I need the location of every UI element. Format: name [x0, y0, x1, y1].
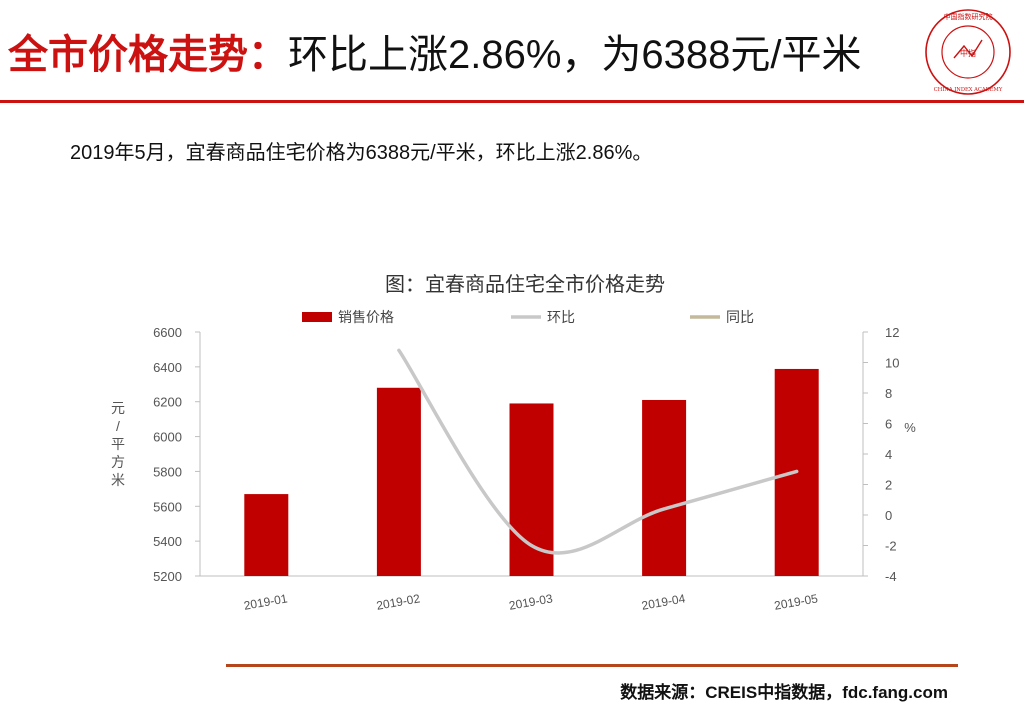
- logo-bottom-text: CHINA INDEX ACADEMY: [934, 87, 1003, 93]
- logo-center-text: 中指: [960, 48, 976, 58]
- bar: [376, 387, 421, 576]
- y-left-tick-label: 6400: [153, 360, 182, 375]
- footer-divider: [226, 664, 958, 667]
- x-tick-label: 2019-04: [641, 591, 687, 612]
- page-title-topic: 全市价格走势：: [8, 33, 288, 77]
- y-right-tick-label: 4: [885, 447, 892, 462]
- y-right-tick-label: 12: [885, 325, 899, 340]
- chart-title: 图：宜春商品住宅全市价格走势: [385, 274, 665, 296]
- data-source: 数据来源：CREIS中指数据，fdc.fang.com: [620, 683, 948, 702]
- logo-top-text: 中国指数研究院: [944, 12, 993, 21]
- y-left-tick-label: 5800: [153, 464, 182, 479]
- bar: [642, 399, 687, 576]
- logo-trend-mark: [953, 39, 983, 59]
- logo-outer-ring: [925, 9, 1011, 95]
- china-index-academy-logo: 中国指数研究院 中指 CHINA INDEX ACADEMY: [925, 9, 1011, 95]
- y-left-axis-label: 元/平方米: [111, 400, 125, 488]
- y-right-tick-label: 2: [885, 478, 892, 493]
- y-left-tick-label: 6000: [153, 430, 182, 445]
- legend-label: 环比: [547, 309, 575, 325]
- x-tick-label: 2019-05: [773, 591, 819, 612]
- y-right-tick-label: 0: [885, 508, 892, 523]
- y-left-tick-label: 6600: [153, 325, 182, 340]
- y-right-tick-label: -4: [885, 569, 897, 584]
- logo-inner-ring: [941, 25, 995, 79]
- y-right-tick-label: 6: [885, 417, 892, 432]
- y-left-tick-label: 5200: [153, 569, 182, 584]
- legend-label: 同比: [726, 309, 754, 325]
- summary-text: 2019年5月，宜春商品住宅价格为6388元/平米，环比上涨2.86%。: [70, 142, 653, 164]
- page-title: 全市价格走势：环比上涨2.86%，为6388元/平米: [8, 22, 862, 80]
- bar: [244, 494, 289, 576]
- y-left-tick-label: 5600: [153, 499, 182, 514]
- y-left-tick-label: 6200: [153, 395, 182, 410]
- header-divider: [0, 100, 1024, 103]
- x-tick-label: 2019-03: [508, 591, 554, 612]
- y-right-tick-label: 8: [885, 386, 892, 401]
- y-left-tick-label: 5400: [153, 534, 182, 549]
- line-series-mom: [397, 348, 799, 555]
- y-right-tick-label: 10: [885, 356, 899, 371]
- page-title-summary: 环比上涨2.86%，为6388元/平米: [288, 33, 862, 77]
- x-tick-label: 2019-01: [243, 591, 289, 612]
- x-tick-label: 2019-02: [375, 591, 421, 612]
- legend-label: 销售价格: [338, 309, 394, 325]
- y-right-axis-label: %: [904, 420, 916, 435]
- y-right-tick-label: -2: [885, 539, 897, 554]
- legend-swatch-bar: [302, 312, 332, 322]
